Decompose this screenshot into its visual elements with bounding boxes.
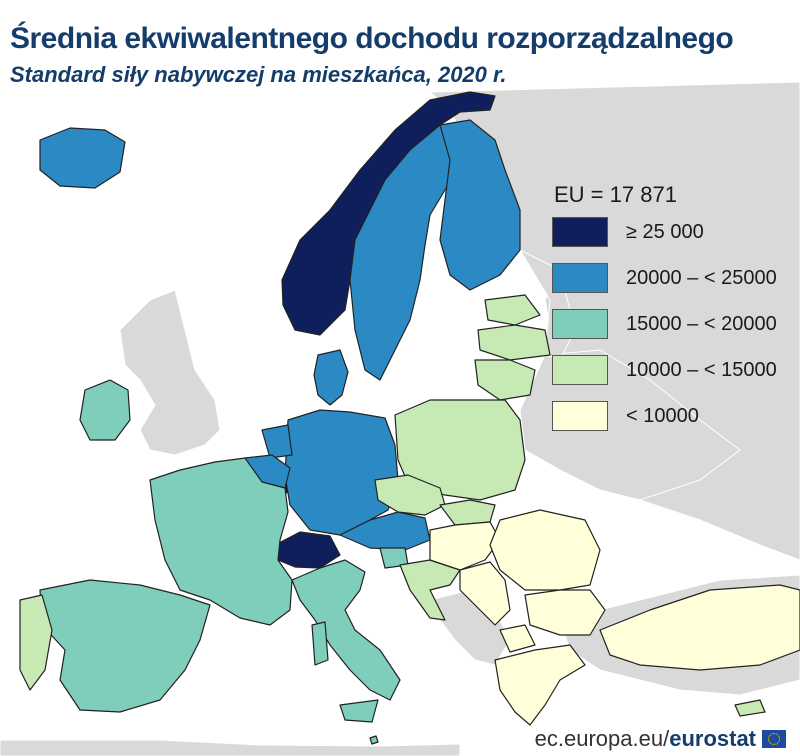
legend-swatch — [552, 217, 608, 247]
country-iceland — [39, 127, 126, 189]
country-germany — [284, 409, 399, 536]
eurostat-logo: eurostat — [669, 726, 756, 751]
country-north-macedonia — [499, 624, 536, 653]
legend-title: EU = 17 871 — [554, 182, 677, 207]
country-turkey-west — [599, 584, 800, 671]
country-finland — [439, 119, 521, 291]
country-switzerland — [274, 531, 341, 569]
country-ireland — [79, 379, 131, 441]
legend-swatch — [552, 263, 608, 293]
legend-swatch — [552, 309, 608, 339]
source-url[interactable]: ec.europa.eu/ — [534, 726, 670, 751]
country-estonia — [484, 294, 541, 326]
country-italy — [291, 559, 401, 701]
legend-item: 10000 – < 15000 — [552, 352, 777, 388]
country-austria — [339, 511, 431, 551]
country-slovakia — [439, 499, 496, 526]
country-sweden — [349, 124, 453, 381]
country-latvia — [477, 324, 551, 361]
page-title: Średnia ekwiwalentnego dochodu rozporząd… — [10, 22, 734, 55]
country-sicily — [339, 699, 379, 723]
legend-item: ≥ 25 000 — [552, 214, 777, 250]
legend-swatch — [552, 401, 608, 431]
uk-land — [119, 289, 221, 456]
legend-label: 20000 – < 25000 — [626, 266, 777, 289]
country-portugal — [19, 594, 53, 691]
country-czechia — [374, 474, 446, 516]
legend-item: 15000 – < 20000 — [552, 306, 777, 342]
source-footer: ec.europa.eu/ eurostat — [530, 724, 790, 754]
belarus-ukraine-land — [519, 349, 741, 501]
legend-swatch — [552, 355, 608, 385]
north-africa-land — [0, 739, 461, 756]
eu-countries — [19, 91, 800, 745]
country-cyprus — [734, 699, 766, 717]
country-serbia — [459, 561, 511, 626]
country-france — [149, 457, 293, 626]
country-denmark — [313, 349, 349, 406]
country-spain — [39, 579, 211, 713]
legend-label: ≥ 25 000 — [626, 220, 704, 243]
country-lithuania — [474, 359, 536, 401]
legend-item: 20000 – < 25000 — [552, 260, 777, 296]
page-subtitle: Standard siły nabywczej na mieszkańca, 2… — [10, 62, 507, 87]
country-romania — [489, 509, 601, 591]
country-malta — [369, 735, 379, 745]
legend-label: 15000 – < 20000 — [626, 312, 777, 335]
country-netherlands — [261, 424, 293, 459]
country-bulgaria — [524, 589, 606, 636]
eu-flag-icon — [762, 730, 786, 748]
legend-label: < 10000 — [626, 404, 699, 427]
legend-label: 10000 – < 15000 — [626, 358, 777, 381]
legend-item: < 10000 — [552, 398, 777, 434]
country-greece — [494, 644, 586, 726]
country-sardinia — [311, 621, 329, 666]
map-legend: EU = 17 871 ≥ 25 000 20000 – < 25000 150… — [552, 182, 777, 444]
